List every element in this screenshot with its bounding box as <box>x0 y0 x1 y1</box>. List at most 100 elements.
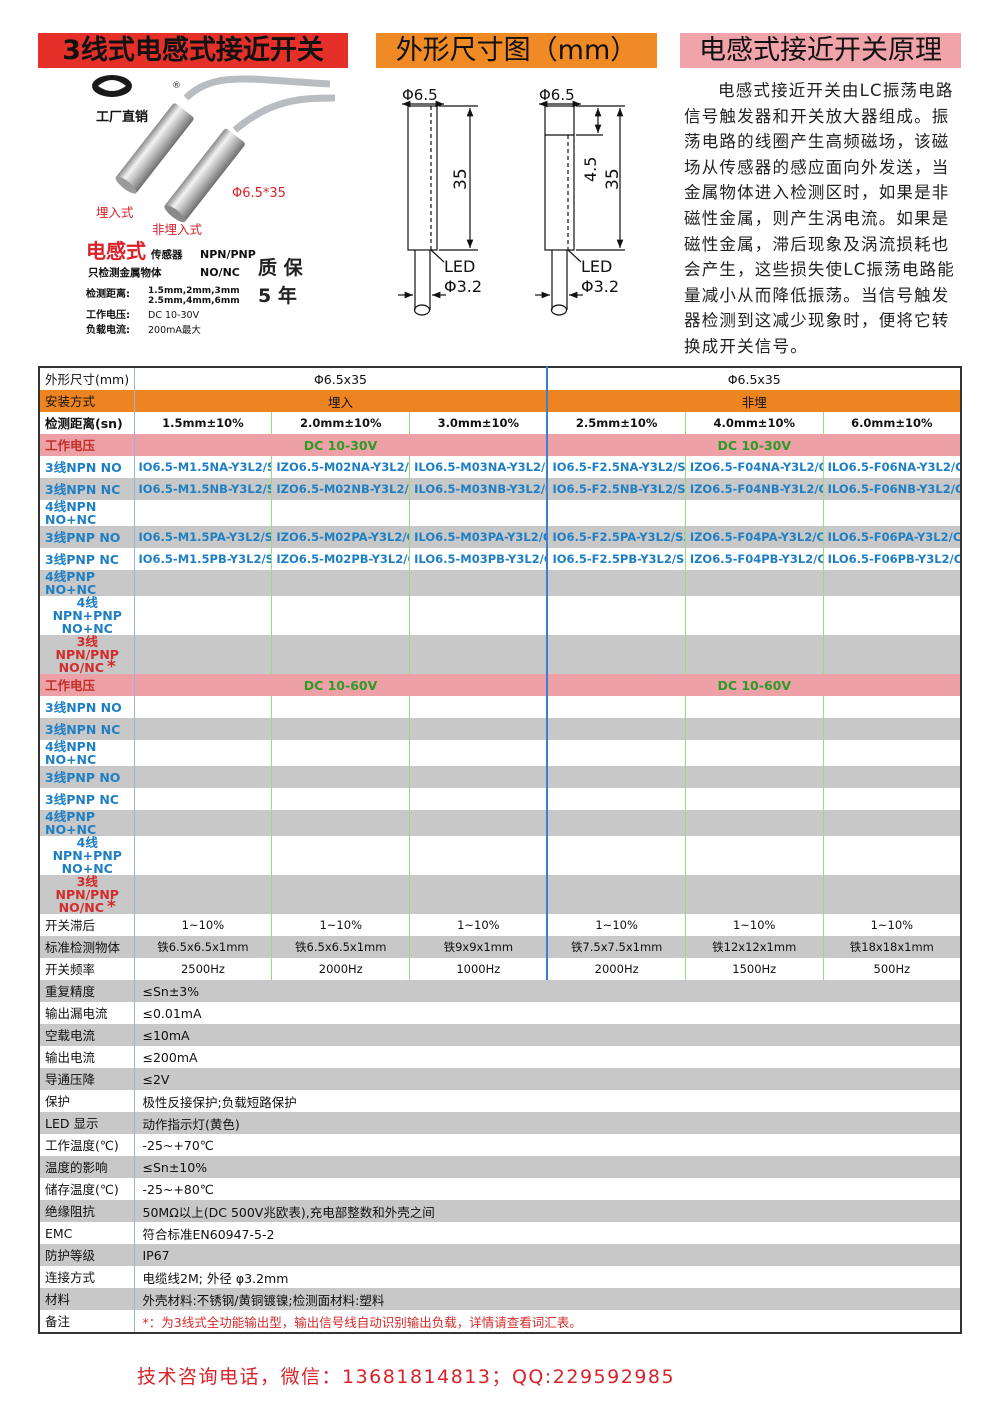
row-label: 温度的影响 <box>39 1156 135 1178</box>
table-cell <box>684 766 824 788</box>
table-row: 空载电流 ≤10mA <box>39 1024 961 1046</box>
table-cell <box>271 766 410 788</box>
row-label: 3线NPN NC <box>39 478 135 500</box>
row-label-text: 材料 <box>45 1291 71 1307</box>
row-label-text: 重复精度 <box>45 983 96 999</box>
table-row: 储存温度(℃) -25~+80℃ <box>39 1178 961 1200</box>
spec-label: 负载电流: <box>86 323 130 336</box>
row-label: 开关频率 <box>39 958 135 980</box>
table-row: 外形尺寸(mm) Φ6.5x35 Φ6.5x35 <box>39 367 961 390</box>
table-cell: 铁7.5x7.5x1mm <box>546 936 686 958</box>
table-cell: ≤0.01mA <box>133 1002 961 1024</box>
row-label-text: 绝缘阻抗 <box>45 1203 96 1219</box>
size-label: Φ6.5*35 <box>232 186 286 201</box>
brand: 工厂直销 <box>96 109 148 125</box>
table-cell: 铁12x12x1mm <box>684 936 824 958</box>
row-label: 标准检测物体 <box>39 936 135 958</box>
table-cell: DC 10-60V <box>133 674 548 696</box>
row-label: EMC <box>39 1222 135 1244</box>
table-cell <box>684 570 824 596</box>
table-cell: IO6.5-F2.5NB-Y3L2/S35 <box>546 478 686 500</box>
table-cell <box>133 875 272 914</box>
row-label-text: 工作电压 <box>45 677 96 693</box>
row-label-text: LED 显示 <box>45 1115 99 1131</box>
table-cell: IO6.5-F2.5NA-Y3L2/S35 <box>546 456 686 478</box>
table-row: 材料 外壳材料:不锈钢/黄铜镀镍;检测面材料:塑料 <box>39 1288 961 1310</box>
table-cell <box>684 810 824 836</box>
row-label: 工作电压 <box>39 434 135 456</box>
table-cell: 2000Hz <box>271 958 410 980</box>
table-cell <box>822 500 961 526</box>
dimension-drawing <box>535 100 625 316</box>
table-cell <box>546 570 686 596</box>
row-label: 3线NPN NC <box>39 718 135 740</box>
table-cell: ≤200mA <box>133 1046 961 1068</box>
table-cell: IO6.5-M1.5PB-Y3L2/S35 <box>133 548 272 570</box>
dim-diameter: Φ6.5 <box>539 86 575 104</box>
row-label-text: 备注 <box>45 1313 71 1329</box>
table-cell: IZO6.5-M02PB-Y3L2/C35 <box>271 548 410 570</box>
table-cell <box>546 500 686 526</box>
table-cell: IZO6.5-M02PA-Y3L2/C35 <box>271 526 410 548</box>
spec-value: 2.5mm,4mm,6mm <box>148 296 240 306</box>
row-label: 3线PNP NC <box>39 788 135 810</box>
row-label: 空载电流 <box>39 1024 135 1046</box>
row-label: LED 显示 <box>39 1112 135 1134</box>
table-cell <box>822 635 961 674</box>
flush-label: 埋入式 <box>96 205 134 220</box>
table-cell: 1~10% <box>822 914 961 936</box>
row-label-text: 储存温度(℃) <box>45 1181 119 1197</box>
row-label-text: EMC <box>45 1225 73 1241</box>
row-label-text: 3线NPN/PNP NO/NC <box>55 875 119 914</box>
table-row: 备注 *：为3线式全功能输出型，输出信号线自动识别输出负载，详情请查看词汇表。 <box>39 1310 961 1333</box>
nonflush-label: 非埋入式 <box>152 222 203 237</box>
spec-value: 200mA最大 <box>148 324 201 336</box>
table-cell <box>684 500 824 526</box>
table-cell <box>409 766 548 788</box>
table-cell: IP67 <box>133 1244 961 1266</box>
table-cell: 1~10% <box>133 914 272 936</box>
dim-length: 35 <box>451 168 471 190</box>
table-cell: 50MΩ以上(DC 500V兆欧表),充电部整数和外壳之间 <box>133 1200 961 1222</box>
table-cell <box>546 696 686 718</box>
principle-line: 器检测到这减少现象时，便将它转 <box>684 311 950 331</box>
spec-label: 检测距离: <box>86 287 130 300</box>
row-label: 材料 <box>39 1288 135 1310</box>
table-cell <box>822 718 961 740</box>
table-cell: ≤Sn±3% <box>133 980 961 1002</box>
table-cell <box>133 596 272 635</box>
row-label: 导通压降 <box>39 1068 135 1090</box>
table-cell: 铁6.5x6.5x1mm <box>271 936 410 958</box>
table-row: EMC 符合标准EN60947-5-2 <box>39 1222 961 1244</box>
table-cell: 1000Hz <box>409 958 548 980</box>
table-row: 3线NPN NC <box>39 718 961 740</box>
table-cell <box>409 696 548 718</box>
dim-cable: Φ3.2 <box>444 277 482 296</box>
table-cell <box>822 810 961 836</box>
table-row: 4线PNP NO+NC <box>39 570 961 596</box>
table-row: 4线PNP NO+NC <box>39 810 961 836</box>
table-cell: ILO6.5-M03PA-Y3L2/C35 <box>409 526 548 548</box>
principle-line: 场从传感器的感应面向外发送，当 <box>684 157 950 177</box>
table-cell <box>133 500 272 526</box>
table-cell <box>822 836 961 875</box>
table-row: 开关频率 2500Hz 2000Hz 1000Hz 2000Hz 1500Hz 500Hz <box>39 958 961 980</box>
table-cell <box>684 635 824 674</box>
row-label: 3线PNP NO <box>39 766 135 788</box>
row-label: 输出漏电流 <box>39 1002 135 1024</box>
row-label-text: 连接方式 <box>45 1269 96 1285</box>
row-label: 4线NPN NO+NC <box>39 500 135 526</box>
row-label: 4线NPN+PNP NO+NC <box>39 836 135 875</box>
row-label-text: 输出漏电流 <box>45 1005 108 1021</box>
table-cell <box>409 635 548 674</box>
row-label: 输出电流 <box>39 1046 135 1068</box>
table-cell: 非埋 <box>546 390 961 412</box>
table-cell: 铁9x9x1mm <box>409 936 548 958</box>
table-cell: 1500Hz <box>684 958 824 980</box>
table-cell <box>546 788 686 810</box>
table-cell <box>133 810 272 836</box>
title-right: 电感式接近开关原理 <box>680 33 961 68</box>
table-row: 连接方式 电缆线2M; 外径 φ3.2mm <box>39 1266 961 1288</box>
table-cell <box>822 875 961 914</box>
row-label-text: 4线NPN+PNP NO+NC <box>52 596 122 635</box>
